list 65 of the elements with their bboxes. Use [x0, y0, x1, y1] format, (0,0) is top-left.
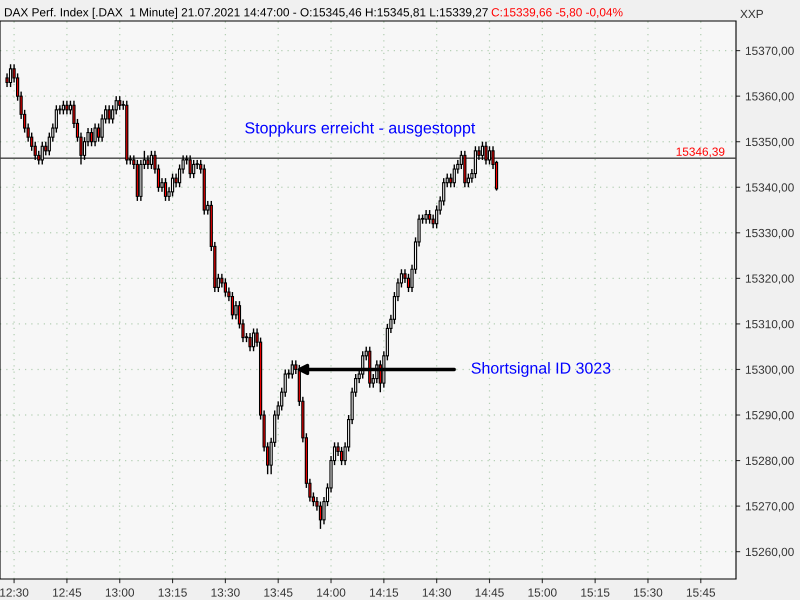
candlestick	[290, 360, 294, 380]
candlestick	[248, 332, 252, 352]
y-tick-label: 15300,00	[746, 366, 794, 376]
candlestick	[90, 127, 94, 147]
chart-title: DAX Perf. Index [.DAX 1 Minute] 21.07.2021 14:47:00 - O:15345,46 H:15345,81 L:15339,27	[4, 8, 488, 19]
x-tick-label: 12:30	[0, 588, 28, 597]
candlestick	[234, 300, 238, 320]
x-tick-label: 13:15	[158, 588, 187, 597]
candlestick	[252, 328, 256, 352]
candlestick	[108, 104, 111, 124]
y-tick-label: 15270,00	[746, 502, 794, 512]
chart-subtitle: C:15339,66 -5,80 -0,04%	[492, 8, 623, 18]
ref-line-label: 15346,39	[676, 147, 724, 158]
x-tick-label: 15:30	[634, 588, 662, 597]
candlestick	[484, 141, 488, 166]
x-tick-label: 14:15	[370, 588, 398, 597]
y-tick-label: 15360,00	[746, 92, 794, 102]
y-tick-label: 15340,00	[746, 183, 794, 194]
x-tick-label: 12:45	[53, 588, 82, 597]
candlestick	[424, 209, 428, 224]
y-tick-label: 15320,00	[746, 274, 794, 284]
candlestick	[65, 100, 69, 116]
candlestick	[428, 209, 432, 224]
x-tick-label: 13:00	[106, 588, 134, 597]
candlestick	[146, 154, 150, 170]
candlestick	[8, 64, 12, 88]
x-tick-label: 14:45	[476, 588, 504, 597]
candlestick	[318, 500, 322, 530]
x-tick-label: 14:30	[422, 588, 451, 597]
candlestick	[432, 214, 435, 229]
candlestick	[188, 154, 192, 179]
x-tick-label: 15:00	[528, 588, 557, 597]
candlestick	[96, 122, 100, 142]
candlestick	[488, 146, 492, 166]
candlestick	[449, 172, 452, 188]
y-tick-label: 15370,00	[746, 46, 794, 56]
text: XXP	[740, 10, 763, 18]
candlestick	[118, 95, 122, 111]
candlestick	[192, 159, 196, 179]
candlestick	[340, 446, 344, 466]
y-tick-label: 15310,00	[746, 320, 794, 330]
x-tick-label: 15:45	[686, 588, 716, 597]
y-tick-label: 15290,00	[746, 411, 794, 421]
candlestick	[170, 172, 174, 198]
candlestick	[150, 150, 154, 170]
candlestick	[164, 177, 168, 202]
x-tick-label: 15:15	[581, 588, 610, 597]
candlestick	[93, 122, 97, 147]
candlestick	[62, 100, 65, 116]
y-tick-label: 15260,00	[746, 548, 794, 558]
x-tick-label: 14:00	[317, 588, 346, 597]
candlestick	[474, 146, 478, 179]
candlestick	[230, 291, 234, 320]
x-tick-label: 13:30	[212, 588, 240, 597]
candlestick	[40, 141, 44, 166]
y-tick-label: 15350,00	[746, 138, 794, 148]
y-tick-label: 15330,00	[746, 228, 794, 239]
x-tick-label: 13:45	[264, 588, 292, 597]
y-tick-label: 15280,00	[746, 456, 794, 466]
candlestick	[224, 278, 227, 298]
candlestick	[5, 72, 9, 88]
annotation: Shortsignal ID 3023	[472, 362, 610, 377]
candlestick	[480, 141, 484, 161]
candlestick	[452, 164, 456, 188]
annotation: Stoppkurs erreicht - ausgestoppt	[245, 122, 476, 137]
